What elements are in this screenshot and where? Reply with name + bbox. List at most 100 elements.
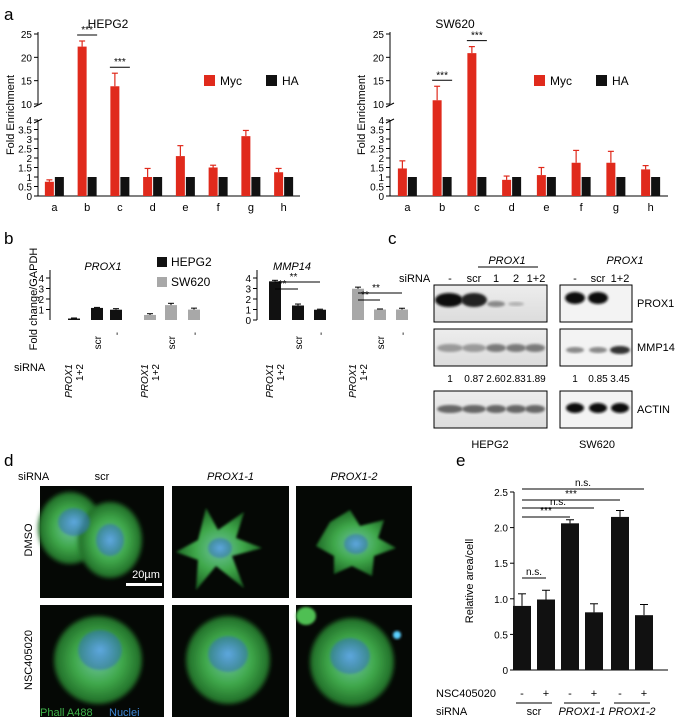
nucleus-shape [208,636,248,672]
legend-label-hepg2: HEPG2 [171,255,212,269]
microscopy-column-label: PROX1-2 [330,471,377,483]
bar-prox1 [188,309,200,320]
chart-sw620-fold-enrichment: SW620 00.511.522.533.54 10 15 20 25 Fold Enric… [356,17,668,214]
bar-prox1 [68,318,80,320]
bar-myc [241,136,251,196]
axis-break-mark [33,102,43,108]
stain-label-blue: Nuclei [109,707,140,719]
bar-myc [208,167,218,196]
blot-row-label: ACTIN [637,404,670,416]
chart-title-mmp14: MMP14 [273,261,311,273]
legend-swatch-ha [596,75,607,86]
bar-relative-area [585,612,603,670]
y-tick-label: 4 [245,274,251,285]
chart-title: SW620 [435,17,475,31]
x-label-dash: - [316,332,327,335]
bar-prox1 [144,314,156,320]
blot-quant-value: 1 [572,374,578,385]
y-tick-label: 0 [502,666,508,677]
x-tick-label: e [543,202,549,214]
bar-myc [536,175,546,196]
y-tick-label: 1.5 [370,164,384,175]
x-tick-label: b [439,202,445,214]
x-tick-label: h [281,202,287,214]
legend-swatch-hepg2 [157,257,167,267]
y-tick-label: 0 [26,192,32,203]
blot-quant-value: 0.85 [588,374,608,385]
y-axis-label: Fold change/GAPDH [28,248,40,351]
legend-swatch-sw620 [157,277,167,287]
treatment-row-label: NSC405020 [436,688,496,700]
y-tick-label: 3 [378,135,384,146]
significance-label: n.s. [575,478,591,489]
sirna-group-label: PROX1-2 [608,706,655,718]
bar-myc [467,53,477,197]
bar-ha [284,177,294,196]
nucleus-shape [96,524,124,556]
x-tick-label: h [648,202,654,214]
x-tick-label: d [509,202,515,214]
y-tick-label: 15 [373,77,385,88]
y-axis-label: Fold Enrichment [356,75,368,155]
y-tick-label: 10 [373,100,385,111]
bar-mmp14 [352,288,364,320]
y-tick-label: 2 [245,295,251,306]
x-label-prox1: PROX1 [64,364,75,398]
x-label-1plus2: 1+2 [359,364,370,381]
legend-label-sw620: SW620 [171,275,211,289]
bar-myc [641,169,651,196]
cell-shape [393,631,401,639]
x-tick-label: g [248,202,254,214]
y-tick-label: 2 [26,154,32,165]
bar-mmp14 [374,309,386,320]
y-tick-label: 4 [26,116,32,127]
blot-cellline-sw620: SW620 [579,439,615,451]
y-tick-label: 0.5 [370,183,384,194]
treatment-mark: - [618,688,622,700]
y-tick-label: 20 [373,53,385,64]
y-tick-label: 2.5 [18,145,32,156]
legend-label-ha: HA [612,74,629,88]
blot-cellline-hepg2: HEPG2 [471,439,508,451]
bar-myc [606,162,616,196]
cell-shape [296,607,316,625]
y-tick-label: 1 [245,306,251,317]
y-tick-label: 1.0 [494,595,508,606]
blot-lane-label: scr [591,273,606,285]
blot-lane-label: 1+2 [527,273,546,285]
significance-label: ** [279,279,287,290]
bar-myc [397,168,407,196]
treatment-mark: + [641,688,647,700]
y-tick-label: 3 [38,285,44,296]
y-tick-label: 0.5 [18,183,32,194]
significance-label: *** [565,489,577,500]
microscopy-row-label: NSC405020 [23,630,35,690]
x-tick-label: e [182,202,188,214]
treatment-mark: + [543,688,549,700]
bar-ha [477,177,487,196]
axis-break-mark [385,102,395,108]
bar-ha [407,177,417,196]
bar-myc [44,181,54,196]
y-tick-label: 4 [38,274,44,285]
legend-swatch-myc [204,75,215,86]
bar-ha [185,177,195,196]
bar-ha [218,177,228,196]
blot-row-label: PROX1 [637,298,674,310]
blot-lane-label: 1+2 [611,273,630,285]
bar-mmp14 [396,309,408,320]
bar-myc [502,179,512,196]
nucleus-shape [208,538,232,558]
stain-label-green: Phall A488 [40,707,93,719]
x-tick-label: a [404,202,411,214]
y-tick-label: 4 [378,116,384,127]
y-tick-label: 1 [26,173,32,184]
significance-label: ** [361,290,369,301]
significance-label: *** [114,57,126,68]
x-label-scr: scr [294,335,305,349]
blot-quant-value: 1 [447,374,453,385]
x-label-scr: scr [167,335,178,349]
bar-relative-area [635,615,653,670]
nucleus-shape [58,508,90,536]
